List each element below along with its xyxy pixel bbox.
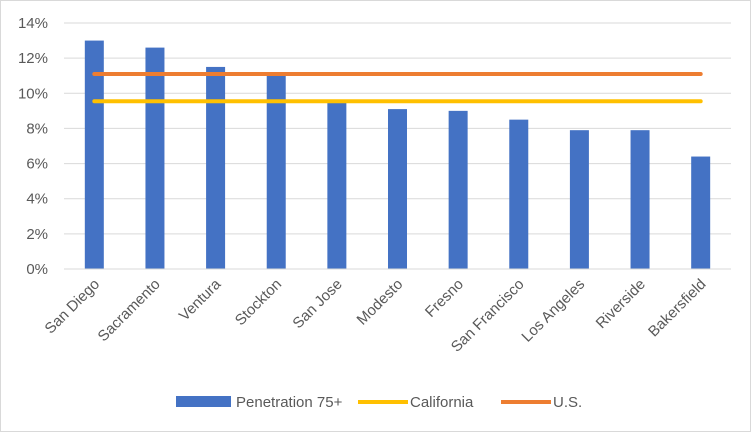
y-tick-label: 0% xyxy=(26,261,48,278)
bar-modesto xyxy=(388,109,407,269)
x-tick-label: Los Angeles xyxy=(518,276,588,346)
x-tick-label: Stockton xyxy=(232,276,285,329)
bar-riverside xyxy=(630,130,650,269)
x-tick-label: Sacramento xyxy=(95,276,164,345)
y-tick-label: 12% xyxy=(18,50,48,67)
x-tick-label: Bakersfield xyxy=(645,276,709,340)
reference-lines xyxy=(92,71,703,104)
x-tick-label: San Diego xyxy=(42,276,104,338)
x-tick-label: Fresno xyxy=(422,276,467,321)
legend: Penetration 75+ California U.S. xyxy=(176,394,582,411)
bar-bakersfield xyxy=(691,156,711,269)
bar-san-diego xyxy=(84,40,104,270)
bar-san-jose xyxy=(327,102,347,269)
x-tick-label: San Jose xyxy=(289,276,345,332)
x-tick-label: Ventura xyxy=(176,275,225,324)
x-tick-label: Riverside xyxy=(593,276,649,332)
y-axis: 0% 2% 4% 6% 8% 10% 12% 14% xyxy=(18,15,48,278)
legend-label: Penetration 75+ xyxy=(236,394,343,411)
legend-swatch-bar xyxy=(176,396,231,407)
bar-sacramento xyxy=(145,47,165,269)
bar-los-angeles xyxy=(569,130,589,269)
y-tick-label: 6% xyxy=(26,156,48,173)
bar-fresno xyxy=(448,110,468,269)
y-tick-label: 4% xyxy=(26,191,48,208)
bar-stockton xyxy=(266,73,286,269)
bar-san-francisco xyxy=(509,119,529,270)
x-tick-label: Modesto xyxy=(354,276,407,329)
bar-ventura xyxy=(206,66,226,269)
y-tick-label: 14% xyxy=(18,15,48,32)
y-tick-label: 10% xyxy=(18,85,48,102)
y-tick-label: 2% xyxy=(26,226,48,243)
y-tick-label: 8% xyxy=(26,120,48,137)
legend-label: California xyxy=(410,394,474,411)
legend-label: U.S. xyxy=(553,394,582,411)
